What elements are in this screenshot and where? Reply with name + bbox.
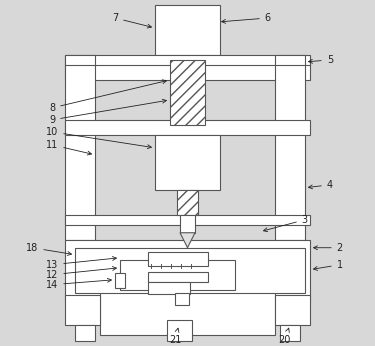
Bar: [167, 320, 192, 340]
Bar: [275, 55, 305, 240]
Text: 12: 12: [46, 266, 116, 280]
Text: 7: 7: [112, 13, 152, 28]
Bar: [180, 215, 195, 233]
Bar: [75, 248, 305, 293]
Text: 9: 9: [49, 99, 166, 125]
Bar: [65, 215, 310, 225]
Bar: [65, 55, 95, 240]
Text: 21: 21: [169, 328, 181, 345]
Bar: [100, 285, 275, 335]
Bar: [65, 55, 310, 80]
Text: 20: 20: [279, 328, 291, 345]
Text: 1: 1: [314, 260, 343, 270]
Text: 3: 3: [264, 215, 308, 232]
Text: 2: 2: [314, 243, 343, 253]
Text: 10: 10: [46, 127, 152, 148]
Bar: [115, 273, 125, 288]
Bar: [175, 293, 189, 305]
Bar: [148, 282, 190, 294]
Polygon shape: [180, 233, 195, 248]
Bar: [280, 325, 300, 340]
Text: 18: 18: [26, 243, 72, 255]
Bar: [170, 60, 205, 125]
Text: 13: 13: [46, 257, 116, 270]
Bar: [155, 5, 220, 55]
Bar: [65, 120, 310, 135]
Text: 11: 11: [46, 140, 92, 155]
Bar: [177, 190, 198, 215]
Text: 4: 4: [309, 180, 333, 190]
Text: 8: 8: [49, 80, 166, 113]
Text: 14: 14: [46, 278, 111, 290]
Bar: [120, 260, 235, 290]
Bar: [75, 325, 95, 340]
Bar: [148, 252, 208, 266]
Bar: [65, 295, 100, 325]
Text: 5: 5: [309, 55, 333, 65]
Bar: [155, 135, 220, 190]
Bar: [275, 295, 310, 325]
Text: 6: 6: [222, 13, 271, 23]
Bar: [65, 240, 310, 300]
Bar: [148, 272, 208, 282]
